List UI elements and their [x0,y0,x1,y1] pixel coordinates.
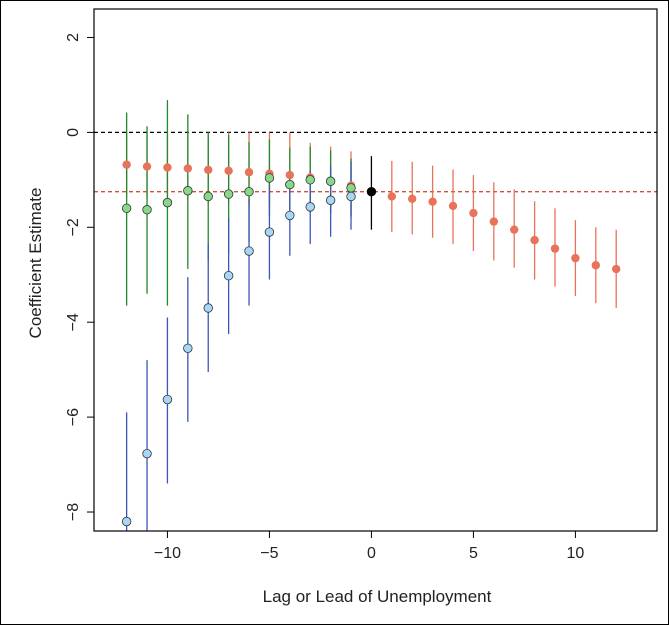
data-point-s0-8 [285,170,295,180]
data-point-s1-4 [203,191,213,202]
data-point-s2-1 [142,448,152,459]
data-point-s2-10 [325,195,336,205]
data-point-s2-3 [183,343,193,354]
data-point-s0-21 [571,253,580,263]
y-tick-label-3: −4 [65,313,82,331]
x-tick-label-2: 0 [367,545,376,562]
x-tick-label-1: −5 [260,545,278,562]
data-point-s2-6 [244,246,254,256]
y-axis-label: Coefficient Estimate [26,188,45,339]
data-point-s1-6 [244,186,254,197]
data-point-s2-11 [346,191,356,202]
y-axis: 2 0 −2 −4 −6 −8 [65,33,94,521]
data-point-s0-12 [387,192,397,201]
data-point-s0-17 [489,217,499,226]
data-point-s2-8 [285,210,295,221]
data-point-s0-5 [224,166,233,176]
data-point-s1-1 [142,205,152,215]
data-point-s2-0 [121,516,132,527]
data-point-s2-4 [203,303,213,313]
data-point-s1-2 [162,197,173,208]
data-point-s0-13 [408,194,417,204]
data-point-s0-22 [591,261,601,270]
data-point-s1-5 [223,189,234,199]
data-point-s2-5 [223,270,234,281]
data-point-s3-0 [366,186,377,197]
data-point-s1-3 [183,186,193,196]
data-point-s1-9 [305,175,315,185]
data-point-s2-2 [162,394,173,405]
data-point-s0-15 [448,201,458,211]
x-tick-label-4: 10 [567,545,585,562]
y-tick-label-2: −2 [65,218,82,236]
data-point-s0-23 [612,264,621,274]
data-point-s1-7 [264,173,275,183]
data-point-s0-20 [550,244,560,253]
x-tick-label-0: −10 [154,545,181,562]
y-tick-label-0: 2 [65,33,82,42]
data-point-s1-0 [121,203,132,214]
data-point-s0-14 [428,197,437,206]
x-tick-label-3: 5 [469,545,478,562]
y-tick-label-4: −6 [65,408,82,426]
data-point-s0-18 [510,225,519,234]
x-axis-label: Lag or Lead of Unemployment [263,587,492,606]
data-point-s0-4 [204,165,213,175]
data-point-s0-16 [469,208,478,218]
y-tick-label-1: 0 [65,128,82,137]
data-point-s0-0 [122,160,131,169]
data-point-s0-1 [142,162,152,171]
data-point-s2-9 [305,202,315,212]
data-point-s0-2 [163,163,172,172]
data-point-s0-3 [183,164,193,173]
plot-frame [93,8,658,532]
data-point-s0-19 [530,235,539,245]
y-tick-label-5: −8 [65,503,82,521]
data-point-s1-11 [346,183,356,193]
data-point-s1-10 [325,176,336,186]
data-point-s2-7 [264,227,275,237]
data-point-s1-8 [285,179,295,190]
x-axis: −10 −5 0 5 10 [154,531,585,562]
data-point-s0-6 [244,168,254,177]
